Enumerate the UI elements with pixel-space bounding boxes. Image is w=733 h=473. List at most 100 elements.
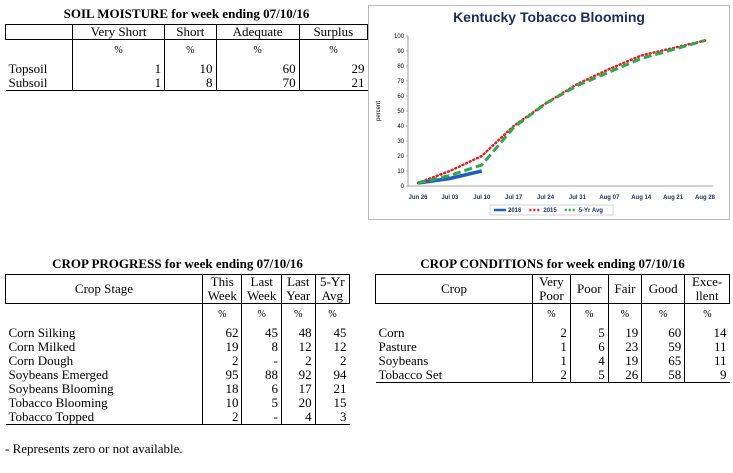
cell: - [241,354,282,368]
table-title: SOIL MOISTURE for week ending 07/10/16 [63,6,310,21]
y-tick-label: 10 [397,169,404,175]
cell: 18 [201,382,242,396]
series-line [417,39,706,185]
cell: 12 [280,340,316,354]
table-title: CROP PROGRESS for week ending 07/10/16 [52,256,303,271]
cell: 70 [215,76,300,91]
cell: 65 [641,354,685,368]
data-row: Corn Milked 19 8 12 12 [6,340,350,354]
unit-cell: % [71,39,165,62]
header-row: Very Short Short Adequate Surplus [5,24,369,40]
cell: 88 [241,368,282,382]
cell: 5 [241,396,282,410]
cell: 21 [298,76,368,91]
cell: 4 [569,354,609,368]
unit-cell: % [684,303,730,326]
legend-box [489,204,614,216]
crop-progress-table: Crop Stage This Week Last Week Last Year 5-Y… [5,274,351,425]
cell: 62 [201,326,242,340]
cell: 2 [201,354,242,368]
cell: 12 [314,340,350,354]
cell: 1 [71,76,165,91]
header-cell: 5-Yr Avg [314,274,351,304]
y-tick-label: 70 [397,79,404,85]
cell: 10 [164,62,217,76]
cell: 1 [71,62,165,76]
x-tick-label: Jul 24 [537,195,555,201]
cell: 92 [280,368,316,382]
chart-frame [368,5,730,220]
y-tick-label: 80 [397,64,404,70]
units-row: %%%%% [376,303,730,326]
footnote: - Represents zero or not available. [5,441,183,456]
cell: 94 [314,368,350,382]
cell: 60 [215,62,300,76]
cell: 6 [241,382,282,396]
header-cell: Good [641,274,686,304]
unit-cell: % [215,39,300,62]
unit-cell: % [280,303,316,326]
x-tick-label: Jul 31 [569,195,587,201]
cell: 26 [607,368,642,383]
cell: 2 [532,326,571,340]
cell: 11 [684,340,730,354]
row-label: Tobacco Set [375,368,533,383]
data-row: Corn Dough 2-2 2 [6,354,350,368]
cell: 1 [532,354,571,368]
legend-label: 2015 [543,208,557,214]
x-tick-label: Aug 07 [599,195,620,201]
row-label: Corn Silking [8,325,76,340]
header-cell [5,24,73,40]
cell: 21 [314,382,350,396]
row-label: Pasture [378,339,417,354]
header-cell: Crop [375,274,533,304]
y-tick-label: 30 [397,139,404,145]
header-cell: Exce- llent [684,274,730,304]
cell: 5 [569,368,609,383]
legend-label: 5-Yr Avg [579,208,604,214]
y-tick-label: 40 [397,124,404,130]
y-tick-label: 50 [397,109,404,115]
cell: 11 [684,354,730,368]
chart: Kentucky Tobacco Blooming percent 0 10 20 3… [368,5,730,220]
cell: 2 [314,354,350,368]
units-row: %%%% [6,303,350,326]
x-tick-label: Aug 21 [663,195,684,201]
chart-title: Kentucky Tobacco Blooming [453,9,645,25]
header-cell: This Week [201,274,243,304]
cell: 15 [314,396,350,410]
row-label: Corn Dough [8,353,74,368]
y-tick-label: 100 [394,34,405,40]
cell: 4 [280,410,316,425]
cell: 45 [314,326,350,340]
unit-cell: % [569,303,609,326]
cell: 6 [569,340,609,354]
y-tick-label: 0 [401,184,405,190]
cell: 9 [684,368,730,383]
header-cell: Short [164,24,217,40]
cell: 3 [314,410,350,425]
legend-label: 2016 [508,208,522,214]
unit-cell: % [532,303,571,326]
header-row: Crop Very Poor Poor Fair Good Exce- llent [375,274,730,304]
row-label: Corn Milked [8,339,76,354]
cell: 60 [641,326,685,340]
x-tick-label: Jul 10 [473,195,491,201]
data-row: Tobacco Blooming 10 5 20 15 [6,396,350,410]
row-label: Tobacco Blooming [8,395,108,410]
y-tick-label: 90 [397,49,404,55]
units-row: %%%% [6,39,368,62]
cell: 8 [241,340,282,354]
row-label: Soybeans Blooming [8,381,114,396]
row-label: Subsoil [5,76,73,91]
header-cell: Last Week [241,274,282,304]
cell: 5 [569,326,609,340]
unit-cell: % [201,303,242,326]
row-label: Soybeans [378,353,429,368]
cell: 19 [607,354,642,368]
data-row: Tobacco Set 2 5 26 58 9 [375,368,730,383]
y-tick-label: 20 [397,154,404,160]
cell: 58 [641,368,685,383]
cell: 1 [532,340,571,354]
